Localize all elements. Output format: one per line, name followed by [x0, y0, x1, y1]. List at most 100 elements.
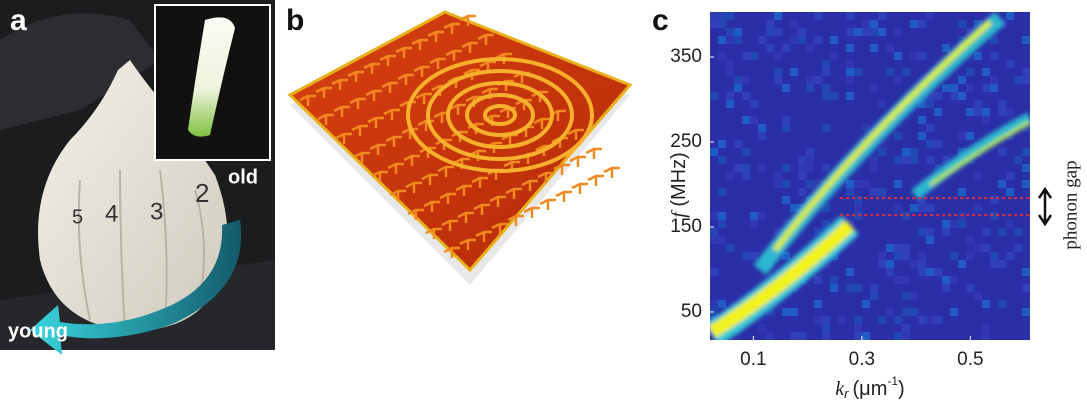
- noise-cell: [734, 236, 742, 244]
- noise-cell: [942, 84, 950, 92]
- noise-cell: [870, 44, 878, 52]
- noise-cell: [1014, 324, 1022, 332]
- noise-cell: [902, 124, 910, 132]
- noise-cell: [966, 236, 974, 244]
- noise-cell: [966, 276, 974, 284]
- noise-cell: [854, 276, 862, 284]
- noise-cell: [1022, 12, 1030, 20]
- noise-cell: [974, 100, 982, 108]
- noise-cell: [982, 300, 990, 308]
- noise-cell: [982, 108, 990, 116]
- panel-a: a 5 4 3 2 old young: [0, 0, 275, 355]
- noise-cell: [862, 332, 870, 340]
- noise-cell: [990, 156, 998, 164]
- noise-cell: [998, 172, 1006, 180]
- noise-cell: [894, 180, 902, 188]
- noise-cell: [990, 36, 998, 44]
- noise-cell: [926, 260, 934, 268]
- noise-cell: [854, 332, 862, 340]
- noise-cell: [726, 156, 734, 164]
- noise-cell: [886, 268, 894, 276]
- noise-cell: [934, 92, 942, 100]
- noise-cell: [862, 244, 870, 252]
- noise-cell: [854, 260, 862, 268]
- noise-cell: [750, 268, 758, 276]
- noise-cell: [870, 188, 878, 196]
- noise-cell: [998, 260, 1006, 268]
- noise-cell: [982, 84, 990, 92]
- noise-cell: [894, 132, 902, 140]
- noise-cell: [870, 28, 878, 36]
- noise-cell: [718, 140, 726, 148]
- panel-label: c: [652, 4, 669, 37]
- noise-cell: [1006, 188, 1014, 196]
- noise-cell: [782, 44, 790, 52]
- noise-cell: [806, 180, 814, 188]
- noise-cell: [958, 20, 966, 28]
- noise-cell: [798, 156, 806, 164]
- noise-cell: [798, 36, 806, 44]
- noise-cell: [918, 204, 926, 212]
- noise-cell: [966, 284, 974, 292]
- noise-cell: [886, 260, 894, 268]
- noise-cell: [742, 252, 750, 260]
- noise-cell: [790, 164, 798, 172]
- noise-cell: [838, 268, 846, 276]
- noise-cell: [718, 36, 726, 44]
- noise-cell: [750, 116, 758, 124]
- noise-cell: [822, 36, 830, 44]
- noise-cell: [830, 52, 838, 60]
- noise-cell: [710, 148, 718, 156]
- noise-cell: [782, 28, 790, 36]
- noise-cell: [750, 220, 758, 228]
- noise-cell: [886, 308, 894, 316]
- scale-number: 4: [105, 200, 118, 227]
- noise-cell: [918, 316, 926, 324]
- noise-cell: [926, 332, 934, 340]
- x-unit-close: ): [898, 378, 905, 400]
- noise-cell: [822, 164, 830, 172]
- noise-cell: [790, 36, 798, 44]
- noise-cell: [782, 124, 790, 132]
- noise-cell: [966, 108, 974, 116]
- noise-cell: [998, 180, 1006, 188]
- noise-cell: [806, 324, 814, 332]
- noise-cell: [982, 332, 990, 340]
- noise-cell: [790, 204, 798, 212]
- noise-cell: [726, 12, 734, 20]
- noise-cell: [774, 76, 782, 84]
- noise-cell: [798, 172, 806, 180]
- noise-cell: [990, 260, 998, 268]
- noise-cell: [710, 44, 718, 52]
- noise-cell: [950, 84, 958, 92]
- noise-cell: [726, 100, 734, 108]
- noise-cell: [710, 300, 718, 308]
- noise-cell: [862, 20, 870, 28]
- noise-cell: [854, 316, 862, 324]
- noise-cell: [902, 252, 910, 260]
- noise-cell: [750, 252, 758, 260]
- noise-cell: [806, 148, 814, 156]
- noise-cell: [766, 20, 774, 28]
- noise-cell: [1014, 164, 1022, 172]
- noise-cell: [982, 324, 990, 332]
- noise-cell: [926, 204, 934, 212]
- noise-cell: [974, 244, 982, 252]
- noise-cell: [822, 268, 830, 276]
- noise-cell: [878, 228, 886, 236]
- noise-cell: [878, 92, 886, 100]
- noise-cell: [974, 204, 982, 212]
- noise-cell: [846, 92, 854, 100]
- noise-cell: [998, 300, 1006, 308]
- noise-cell: [774, 12, 782, 20]
- noise-cell: [718, 180, 726, 188]
- noise-cell: [718, 196, 726, 204]
- noise-cell: [974, 108, 982, 116]
- noise-cell: [1022, 252, 1030, 260]
- noise-cell: [966, 252, 974, 260]
- noise-cell: [830, 92, 838, 100]
- noise-cell: [1006, 172, 1014, 180]
- noise-cell: [966, 84, 974, 92]
- noise-cell: [1006, 204, 1014, 212]
- x-unit: (μm: [853, 378, 888, 400]
